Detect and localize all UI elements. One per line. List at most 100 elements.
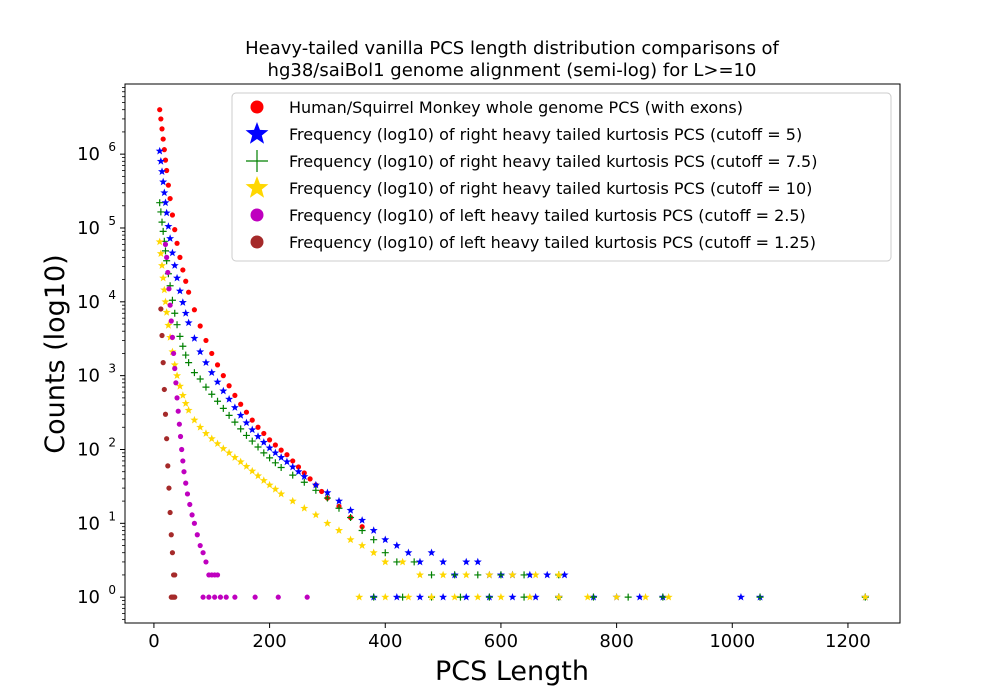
data-point bbox=[641, 592, 650, 601]
data-point bbox=[410, 558, 418, 566]
data-point bbox=[456, 593, 464, 601]
data-point bbox=[346, 506, 355, 514]
data-point bbox=[191, 520, 198, 526]
data-point bbox=[369, 526, 378, 534]
data-point bbox=[271, 484, 280, 493]
legend-label: Frequency (log10) of right heavy tailed … bbox=[289, 179, 812, 198]
data-point bbox=[225, 411, 233, 419]
data-point bbox=[231, 418, 239, 426]
data-point bbox=[290, 458, 296, 464]
data-point bbox=[736, 592, 745, 601]
data-point bbox=[248, 425, 257, 434]
data-point bbox=[415, 557, 424, 566]
x-axis-label: PCS Length bbox=[435, 656, 589, 687]
data-point bbox=[203, 559, 209, 565]
data-point bbox=[266, 454, 274, 462]
data-point bbox=[261, 430, 267, 437]
data-point bbox=[254, 471, 263, 480]
data-point bbox=[164, 321, 173, 329]
data-point bbox=[203, 337, 209, 344]
data-point bbox=[252, 594, 258, 600]
data-point bbox=[170, 350, 177, 357]
legend-marker bbox=[245, 176, 269, 198]
data-point bbox=[554, 592, 563, 601]
data-point bbox=[473, 557, 482, 566]
data-point bbox=[209, 350, 215, 357]
x-tick-label: 1200 bbox=[825, 631, 871, 652]
data-point bbox=[520, 571, 528, 579]
data-point bbox=[554, 570, 563, 579]
data-point bbox=[381, 535, 390, 544]
data-point bbox=[158, 306, 164, 312]
data-point bbox=[462, 557, 471, 566]
data-point bbox=[169, 550, 176, 556]
data-point bbox=[288, 496, 297, 505]
data-point bbox=[462, 592, 471, 601]
data-point bbox=[172, 227, 178, 233]
data-point bbox=[450, 592, 459, 601]
data-point bbox=[335, 526, 343, 534]
x-tick-label: 800 bbox=[599, 631, 633, 652]
data-point bbox=[191, 307, 198, 313]
data-point bbox=[589, 593, 597, 601]
data-point bbox=[200, 594, 206, 600]
data-point bbox=[415, 592, 424, 601]
series-6 bbox=[158, 306, 178, 600]
data-point bbox=[254, 443, 262, 451]
data-point bbox=[178, 391, 187, 399]
data-point bbox=[271, 459, 279, 467]
data-point bbox=[485, 570, 494, 579]
data-point bbox=[311, 480, 320, 489]
data-point bbox=[169, 212, 176, 218]
y-tick-label: 10 bbox=[77, 218, 100, 239]
data-point bbox=[156, 199, 164, 207]
data-point bbox=[161, 147, 167, 153]
data-point bbox=[162, 208, 171, 217]
data-point bbox=[355, 592, 364, 601]
data-point bbox=[167, 302, 173, 308]
data-point bbox=[531, 592, 540, 601]
x-tick-label: 400 bbox=[368, 631, 402, 652]
data-point bbox=[155, 146, 164, 155]
data-point bbox=[181, 399, 190, 407]
data-point bbox=[439, 557, 448, 566]
data-point bbox=[439, 570, 448, 579]
data-point bbox=[158, 261, 167, 269]
data-point bbox=[190, 415, 199, 424]
x-tick-label: 200 bbox=[252, 631, 286, 652]
data-point bbox=[166, 286, 172, 292]
data-point bbox=[200, 550, 206, 556]
legend-label: Frequency (log10) of right heavy tailed … bbox=[289, 125, 802, 144]
data-point bbox=[404, 592, 413, 601]
data-point bbox=[168, 532, 174, 538]
data-point bbox=[304, 594, 310, 600]
y-axis-label: Counts (log10) bbox=[40, 254, 71, 453]
data-point bbox=[159, 177, 168, 186]
data-point bbox=[184, 318, 193, 327]
data-point bbox=[248, 437, 256, 445]
data-point bbox=[207, 434, 216, 443]
data-point bbox=[201, 358, 210, 367]
data-point bbox=[232, 392, 238, 399]
data-point bbox=[194, 532, 200, 538]
data-point bbox=[531, 570, 540, 579]
data-point bbox=[225, 448, 234, 457]
data-point bbox=[300, 478, 308, 486]
x-tick-label: 0 bbox=[148, 631, 159, 652]
data-point bbox=[214, 362, 221, 368]
data-point bbox=[176, 421, 182, 427]
data-point bbox=[485, 593, 493, 601]
data-point bbox=[162, 241, 169, 247]
data-point bbox=[232, 594, 238, 600]
data-point bbox=[178, 298, 187, 306]
data-point bbox=[370, 593, 378, 601]
data-point bbox=[159, 273, 168, 282]
data-point bbox=[212, 594, 218, 600]
data-point bbox=[172, 572, 178, 578]
data-point bbox=[284, 452, 290, 458]
data-point bbox=[219, 444, 228, 452]
data-point bbox=[182, 351, 190, 359]
data-point bbox=[156, 157, 165, 165]
data-point bbox=[294, 467, 303, 476]
data-point bbox=[190, 369, 198, 377]
